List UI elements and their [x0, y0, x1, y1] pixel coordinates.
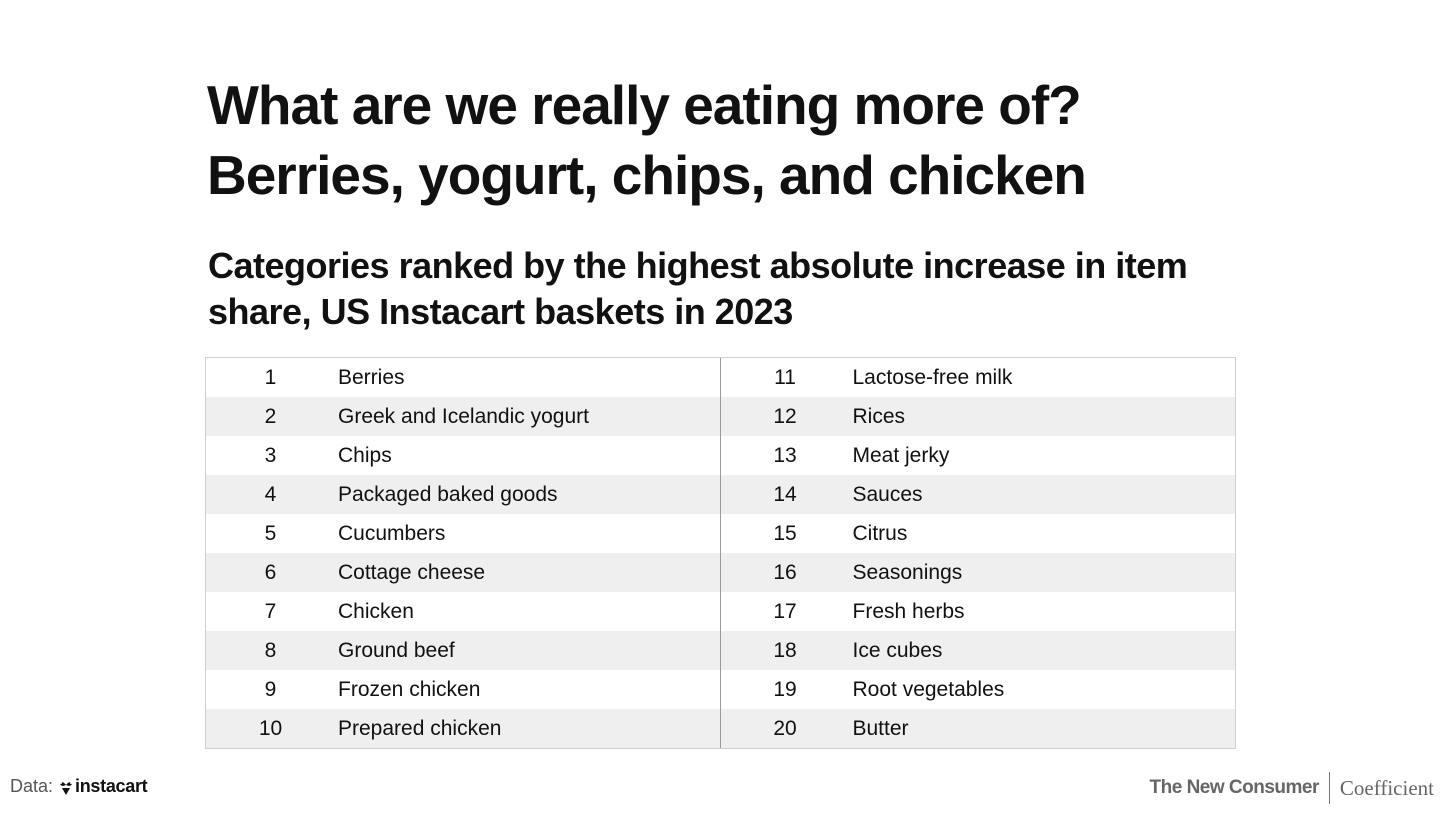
table-row: 20 Butter	[720, 709, 1235, 748]
title-line-1: What are we really eating more of?	[207, 74, 1082, 136]
table-row: 10 Prepared chicken	[206, 709, 720, 748]
chart-subtitle: Categories ranked by the highest absolut…	[208, 243, 1258, 335]
rank-cell: 8	[264, 638, 277, 662]
category-cell: Lactose-free milk	[852, 365, 1013, 389]
rank-cell: 1	[264, 365, 277, 389]
rank-cell: 16	[773, 560, 797, 584]
category-cell: Root vegetables	[852, 677, 1005, 701]
rank-cell: 5	[264, 521, 277, 545]
category-cell: Citrus	[852, 521, 908, 545]
data-source: Data: instacart	[10, 776, 148, 797]
rank-cell: 2	[264, 404, 277, 428]
table-row: 15 Citrus	[721, 514, 1236, 553]
instacart-logo: instacart	[75, 776, 148, 796]
page-title: What are we really eating more of? Berri…	[207, 70, 1307, 210]
table-row: 6 Cottage cheese	[206, 553, 720, 592]
category-cell: Butter	[852, 716, 909, 740]
table-row: 8 Ground beef	[206, 631, 720, 670]
ranking-table: 1 Berries 2 Greek and Icelandic yogurt 3 Chip…	[205, 357, 1236, 749]
category-cell: Cottage cheese	[338, 560, 486, 584]
table-row: 5 Cucumbers	[206, 514, 720, 553]
rank-cell: 12	[773, 404, 797, 428]
instacart-carrot-icon	[60, 781, 72, 795]
table-row: 9 Frozen chicken	[206, 670, 720, 709]
table-row: 14 Sauces	[720, 475, 1235, 514]
category-cell: Ground beef	[338, 638, 455, 662]
category-cell: Chicken	[338, 599, 414, 623]
rank-cell: 18	[773, 638, 797, 662]
title-line-2: Berries, yogurt, chips, and chicken	[207, 144, 1087, 206]
rank-cell: 6	[264, 560, 277, 584]
rank-cell: 11	[774, 365, 796, 389]
rank-cell: 3	[264, 443, 277, 467]
subtitle-line-2: share, US Instacart baskets in 2023	[208, 291, 793, 332]
table-row: 12 Rices	[720, 397, 1235, 436]
rank-cell: 9	[264, 677, 277, 701]
category-cell: Frozen chicken	[338, 677, 481, 701]
table-row: 2 Greek and Icelandic yogurt	[206, 397, 720, 436]
table-row: 16 Seasonings	[720, 553, 1235, 592]
table-row: 19 Root vegetables	[721, 670, 1236, 709]
rank-cell: 13	[773, 443, 797, 467]
data-source-label: Data:	[10, 776, 54, 796]
rank-cell: 4	[264, 482, 277, 506]
table-row: 11 Lactose-free milk	[721, 358, 1236, 397]
category-cell: Ice cubes	[852, 638, 943, 662]
table-row: 7 Chicken	[206, 592, 720, 631]
rank-cell: 10	[258, 716, 283, 740]
table-row: 18 Ice cubes	[720, 631, 1235, 670]
table-row: 3 Chips	[206, 436, 720, 475]
rank-cell: 15	[773, 521, 797, 545]
subtitle-line-1: Categories ranked by the highest absolut…	[208, 245, 1188, 286]
publisher-logo: The New Consumer	[1149, 777, 1320, 798]
category-cell: Fresh herbs	[852, 599, 965, 623]
table-row: 17 Fresh herbs	[721, 592, 1236, 631]
publisher-credits: The New Consumer Coefficient	[1150, 771, 1434, 805]
category-cell: Berries	[338, 365, 405, 389]
credits-divider	[1328, 772, 1330, 804]
table-row: 1 Berries	[206, 358, 720, 397]
rank-cell: 17	[773, 599, 797, 623]
category-cell: Prepared chicken	[338, 716, 502, 740]
category-cell: Sauces	[852, 482, 923, 506]
table-row: 4 Packaged baked goods	[206, 475, 720, 514]
category-cell: Packaged baked goods	[338, 482, 558, 506]
rank-cell: 20	[773, 716, 797, 740]
category-cell: Seasonings	[852, 560, 963, 584]
rank-cell: 7	[264, 599, 277, 623]
table-row: 13 Meat jerky	[721, 436, 1236, 475]
category-cell: Meat jerky	[852, 443, 950, 467]
category-cell: Rices	[852, 404, 906, 428]
category-cell: Chips	[338, 443, 392, 467]
partner-logo: Coefficient	[1339, 775, 1434, 800]
ranking-column-left: 1 Berries 2 Greek and Icelandic yogurt 3 Chip…	[206, 358, 721, 748]
rank-cell: 19	[773, 677, 797, 701]
category-cell: Greek and Icelandic yogurt	[338, 404, 589, 428]
category-cell: Cucumbers	[338, 521, 446, 545]
ranking-column-right: 11 Lactose-free milk 12 Rices 13 Meat jerky 14…	[720, 358, 1236, 748]
rank-cell: 14	[773, 482, 797, 506]
